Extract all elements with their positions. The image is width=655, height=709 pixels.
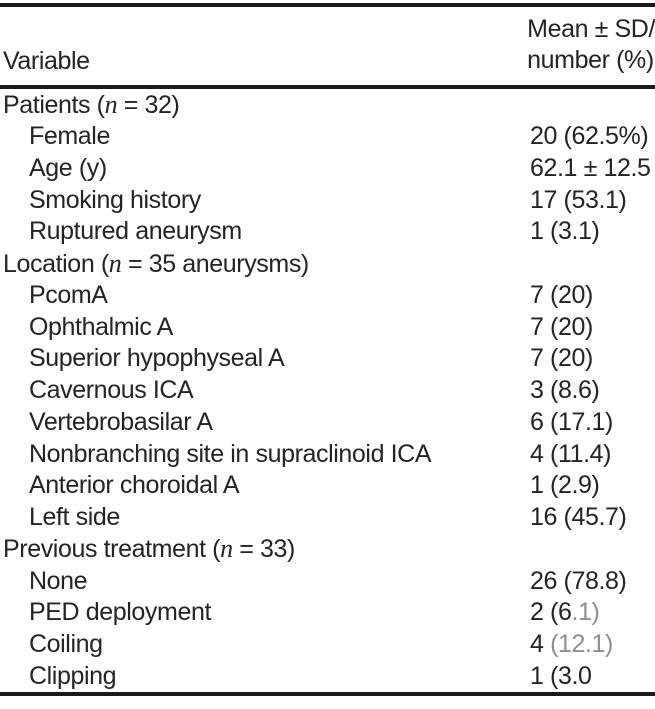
- row-value: 4 (11.4): [530, 439, 612, 468]
- table-top-rule: [0, 3, 655, 7]
- table-row: None 26 (78.8): [0, 565, 655, 597]
- table-row: PED deployment 2 (6.1): [0, 597, 655, 629]
- row-label: Anterior choroidal A: [29, 471, 240, 500]
- n-count-italic: n: [104, 89, 118, 119]
- row-value: 3 (8.6): [530, 376, 600, 405]
- row-label: Female: [29, 122, 110, 151]
- label-text: = 35 aneurysms): [121, 249, 309, 278]
- row-label: Ophthalmic A: [29, 312, 173, 341]
- row-value: 26 (78.8): [530, 566, 627, 595]
- column-header-value-line1: Mean ± SD/: [527, 15, 655, 43]
- row-label: Left side: [29, 503, 120, 532]
- row-value: 7 (20): [530, 280, 593, 309]
- row-label: Smoking history: [29, 185, 201, 214]
- row-value: 7 (20): [530, 344, 593, 373]
- table-section-row: Patients (n = 32): [0, 89, 655, 121]
- table-row: Coiling 4 (12.1): [0, 629, 655, 661]
- table-row: Ruptured aneurysm 1 (3.1): [0, 216, 655, 248]
- row-value: 2 (6.1): [530, 598, 655, 627]
- table-header-row: Variable Mean ± SD/ number (%): [0, 7, 655, 85]
- row-value: 17 (53.1): [530, 185, 627, 214]
- row-value: 7 (20): [530, 312, 593, 341]
- row-label: Ruptured aneurysm: [29, 217, 242, 246]
- row-label: Location (n = 35 aneurysms): [0, 249, 530, 279]
- table-row: Ophthalmic A 7 (20): [0, 311, 655, 343]
- row-label: Cavernous ICA: [29, 376, 194, 405]
- row-value: 62.1 ± 12.5: [530, 153, 651, 182]
- row-label: Nonbranching site in supraclinoid ICA: [29, 439, 432, 468]
- row-value: 4 (12.1): [530, 630, 655, 659]
- row-label: None: [29, 566, 88, 595]
- table-header-rule: [0, 85, 655, 89]
- column-header-value: Mean ± SD/ number (%): [527, 14, 655, 76]
- row-value: 1 (3.0: [530, 661, 592, 690]
- column-header-variable: Variable: [3, 47, 90, 75]
- label-text: = 32): [117, 90, 180, 119]
- table-row: Anterior choroidal A 1 (2.9): [0, 470, 655, 502]
- label-text: Previous treatment (: [3, 535, 221, 564]
- row-label: Superior hypophyseal A: [29, 344, 285, 373]
- table-row: Age (y) 62.1 ± 12.5: [0, 153, 655, 185]
- row-value: 1 (2.9): [530, 471, 600, 500]
- row-label: PED deployment: [29, 598, 211, 627]
- n-count-italic: n: [108, 248, 122, 278]
- table-row: Smoking history 17 (53.1): [0, 184, 655, 216]
- row-label: Patients (n = 32): [0, 90, 530, 120]
- table-bottom-rule: [0, 692, 655, 697]
- row-label: PcomA: [29, 280, 108, 309]
- row-label: Previous treatment (n = 33): [0, 534, 530, 564]
- row-value: 1 (3.1): [530, 217, 600, 246]
- column-header-value-line2: number (%): [527, 46, 654, 74]
- label-text: Patients (: [3, 90, 105, 119]
- table-section-row: Location (n = 35 aneurysms): [0, 248, 655, 280]
- label-text: Location (: [3, 249, 109, 278]
- value-text: 4: [530, 630, 551, 659]
- table-row: Clipping 1 (3.0: [0, 661, 655, 693]
- row-value: 16 (45.7): [530, 503, 627, 532]
- table-row: Left side 16 (45.7): [0, 502, 655, 534]
- row-value: 20 (62.5%): [530, 122, 649, 151]
- table-row: Female 20 (62.5%): [0, 121, 655, 153]
- table-body: Patients (n = 32) Female 20 (62.5%) Age (y)…: [0, 89, 655, 692]
- row-label: Age (y): [29, 153, 107, 182]
- table-row: Vertebrobasilar A 6 (17.1): [0, 407, 655, 439]
- row-value: 6 (17.1): [530, 407, 613, 436]
- value-text: 2 (6: [530, 598, 572, 627]
- table-row: Superior hypophyseal A 7 (20): [0, 343, 655, 375]
- table-row: Cavernous ICA 3 (8.6): [0, 375, 655, 407]
- n-count-italic: n: [220, 534, 233, 564]
- table-row: PcomA 7 (20): [0, 280, 655, 312]
- value-text: (12.1): [550, 630, 613, 659]
- label-text: = 33): [232, 535, 295, 564]
- value-text: .1): [571, 598, 600, 627]
- row-label: Vertebrobasilar A: [29, 407, 213, 436]
- row-label: Clipping: [29, 661, 117, 690]
- table-row: Nonbranching site in supraclinoid ICA 4 (…: [0, 438, 655, 470]
- table-section-row: Previous treatment (n = 33): [0, 534, 655, 566]
- row-label: Coiling: [29, 630, 103, 659]
